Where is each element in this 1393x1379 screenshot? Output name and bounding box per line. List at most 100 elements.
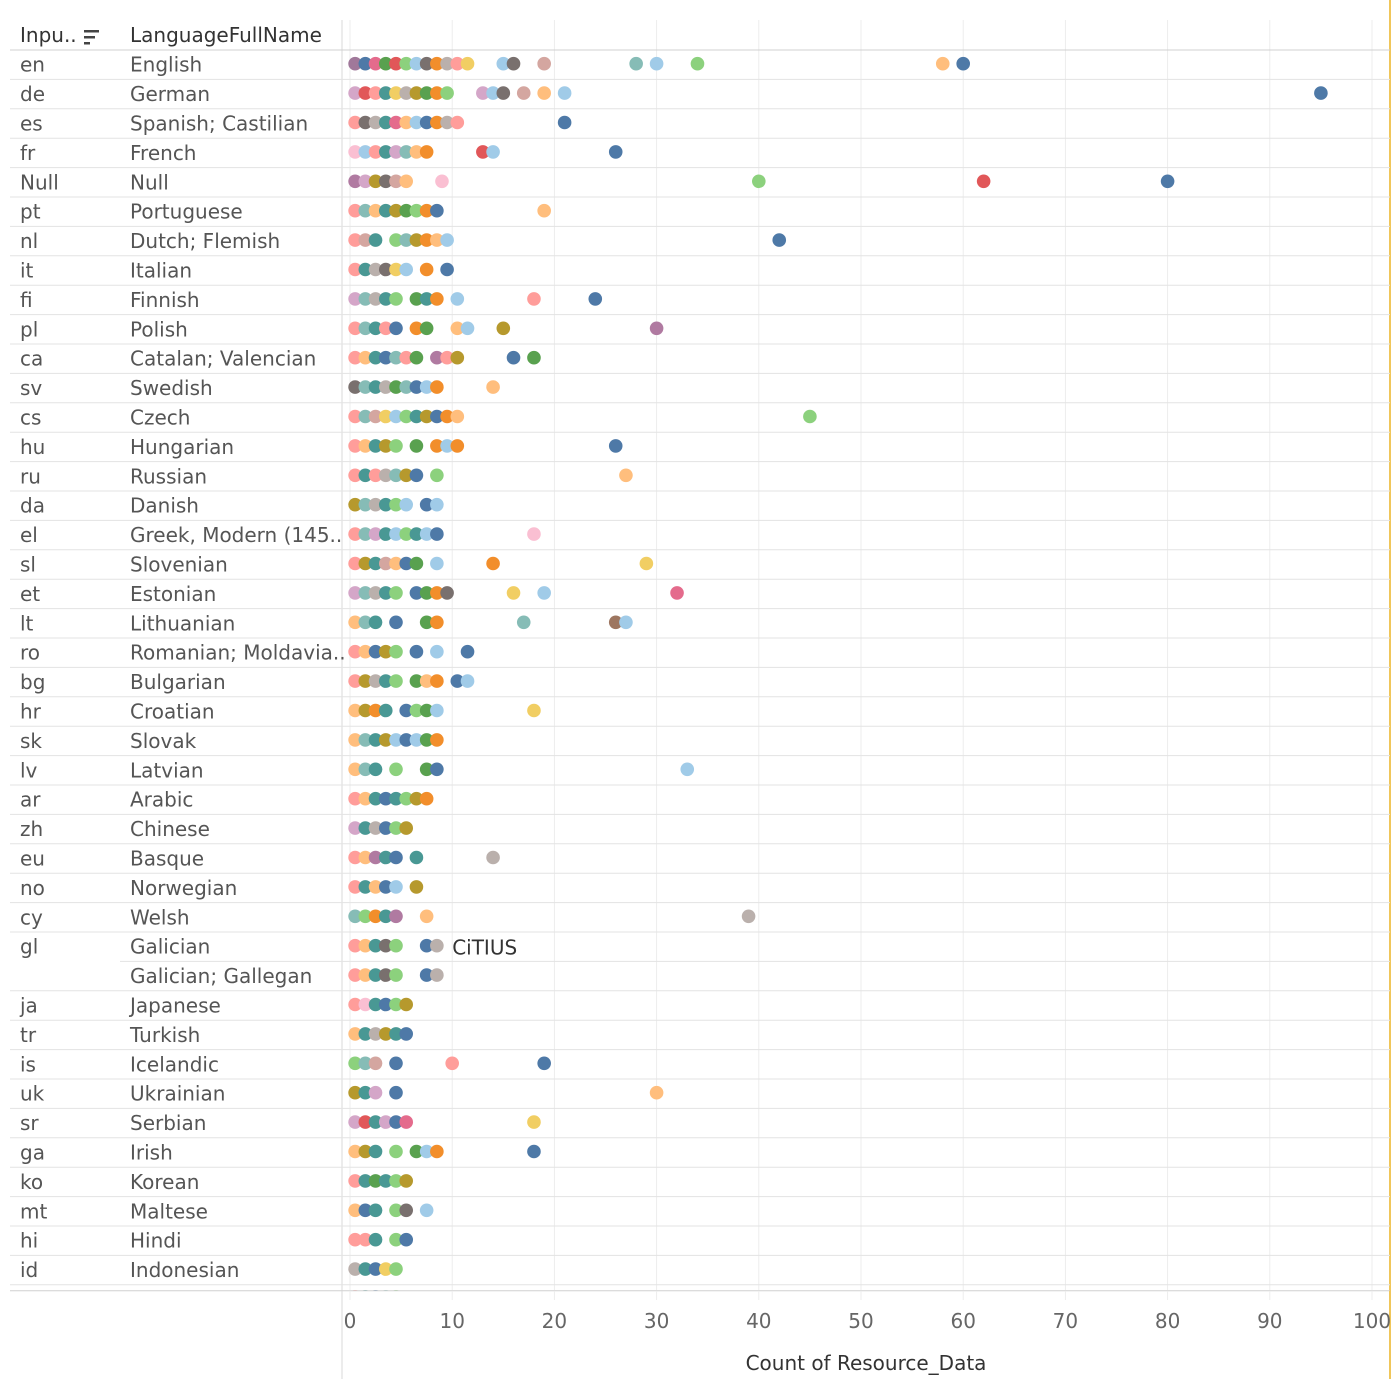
- data-point[interactable]: [389, 733, 403, 747]
- row-code[interactable]: et: [20, 582, 40, 606]
- data-point[interactable]: [516, 615, 531, 630]
- row-language-name[interactable]: Welsh: [130, 905, 190, 929]
- data-point[interactable]: [348, 409, 362, 424]
- data-point[interactable]: [378, 262, 393, 277]
- row-code[interactable]: de: [20, 82, 45, 106]
- data-point[interactable]: [348, 821, 362, 835]
- row-language-name[interactable]: Basque: [130, 847, 204, 871]
- row-code[interactable]: ko: [20, 1170, 43, 1194]
- data-point[interactable]: [440, 233, 454, 247]
- row-code[interactable]: Null: [20, 170, 59, 194]
- data-point[interactable]: [680, 762, 695, 777]
- row-code[interactable]: hr: [20, 700, 42, 724]
- row-code[interactable]: sl: [20, 553, 36, 577]
- data-point[interactable]: [460, 321, 475, 336]
- data-point[interactable]: [440, 86, 454, 100]
- data-point[interactable]: [557, 115, 572, 130]
- data-point[interactable]: [430, 938, 444, 953]
- data-point[interactable]: [629, 56, 643, 71]
- data-point[interactable]: [348, 703, 362, 718]
- data-point[interactable]: [368, 762, 383, 777]
- data-point[interactable]: [368, 115, 383, 130]
- data-point[interactable]: [358, 644, 373, 659]
- row-code[interactable]: fr: [20, 141, 36, 165]
- data-point[interactable]: [409, 115, 424, 130]
- data-point[interactable]: [368, 527, 383, 541]
- data-point[interactable]: [368, 497, 383, 512]
- data-point[interactable]: [348, 203, 362, 218]
- data-point[interactable]: [348, 791, 362, 806]
- data-point[interactable]: [399, 86, 414, 100]
- row-language-name[interactable]: Ukrainian: [130, 1082, 225, 1106]
- data-point[interactable]: [409, 321, 424, 336]
- data-point[interactable]: [440, 115, 454, 130]
- data-point[interactable]: [368, 586, 383, 600]
- data-point[interactable]: [378, 321, 393, 336]
- data-point[interactable]: [419, 703, 434, 718]
- data-point[interactable]: [430, 439, 444, 453]
- data-point[interactable]: [389, 762, 403, 777]
- data-point[interactable]: [460, 674, 475, 688]
- data-point[interactable]: [527, 1115, 541, 1129]
- data-point[interactable]: [409, 674, 424, 688]
- data-point[interactable]: [389, 527, 403, 541]
- data-point[interactable]: [409, 203, 424, 218]
- data-point[interactable]: [460, 644, 475, 659]
- data-point[interactable]: [476, 86, 490, 100]
- row-language-name[interactable]: German: [130, 82, 210, 106]
- data-point[interactable]: [358, 1232, 373, 1247]
- data-point[interactable]: [378, 586, 393, 600]
- data-point[interactable]: [378, 850, 393, 865]
- data-point[interactable]: [399, 733, 414, 747]
- data-point[interactable]: [368, 292, 383, 306]
- data-point[interactable]: [358, 880, 373, 894]
- row-code[interactable]: tr: [20, 1023, 37, 1047]
- data-point[interactable]: [368, 1056, 383, 1071]
- data-point[interactable]: [399, 56, 414, 71]
- data-point[interactable]: [358, 468, 373, 483]
- data-point[interactable]: [409, 644, 424, 659]
- data-point[interactable]: [378, 497, 393, 512]
- data-point[interactable]: [419, 145, 434, 159]
- data-point[interactable]: [389, 586, 403, 600]
- data-point[interactable]: [430, 409, 444, 424]
- row-language-name[interactable]: Japanese: [128, 994, 221, 1018]
- data-point[interactable]: [368, 1115, 383, 1129]
- data-point[interactable]: [399, 997, 414, 1012]
- data-point[interactable]: [348, 292, 362, 306]
- data-point[interactable]: [399, 350, 414, 365]
- data-point[interactable]: [430, 380, 444, 394]
- data-point[interactable]: [445, 1056, 460, 1071]
- data-point[interactable]: [348, 233, 362, 247]
- row-language-name[interactable]: Italian: [130, 259, 192, 283]
- data-point[interactable]: [358, 556, 373, 571]
- data-point[interactable]: [460, 56, 475, 71]
- data-point[interactable]: [389, 938, 403, 953]
- data-point[interactable]: [348, 262, 362, 277]
- data-point[interactable]: [419, 409, 434, 424]
- row-language-name[interactable]: Estonian: [130, 582, 216, 606]
- data-point[interactable]: [537, 86, 551, 100]
- data-point[interactable]: [419, 203, 434, 218]
- data-point[interactable]: [358, 850, 373, 865]
- data-point[interactable]: [450, 350, 465, 365]
- data-point[interactable]: [358, 968, 373, 982]
- data-point[interactable]: [430, 292, 444, 306]
- data-point[interactable]: [368, 880, 383, 894]
- data-point[interactable]: [348, 615, 362, 630]
- data-point[interactable]: [389, 791, 403, 806]
- data-point[interactable]: [348, 850, 362, 865]
- data-point[interactable]: [450, 321, 465, 336]
- data-point[interactable]: [348, 880, 362, 894]
- data-point[interactable]: [516, 86, 531, 100]
- data-point[interactable]: [368, 174, 383, 189]
- data-point[interactable]: [389, 1262, 403, 1276]
- data-point[interactable]: [358, 1262, 373, 1276]
- data-point[interactable]: [378, 997, 393, 1012]
- data-point[interactable]: [399, 527, 414, 541]
- data-point[interactable]: [358, 380, 373, 394]
- data-point[interactable]: [527, 292, 541, 306]
- data-point[interactable]: [368, 86, 383, 100]
- data-point[interactable]: [368, 380, 383, 394]
- data-point[interactable]: [527, 703, 541, 718]
